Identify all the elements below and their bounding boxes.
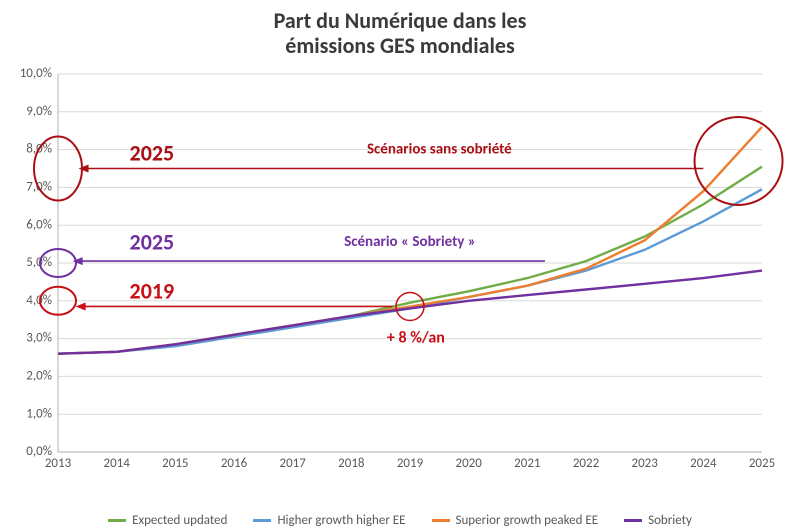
legend-swatch xyxy=(624,519,642,522)
x-tick-label: 2019 xyxy=(397,456,424,471)
x-tick-label: 2024 xyxy=(690,456,717,471)
annotation-label: Scénario « Sobriety » xyxy=(344,233,476,251)
series-higher xyxy=(58,189,762,353)
x-tick-label: 2020 xyxy=(455,456,482,471)
series-expected xyxy=(58,167,762,354)
legend-label: Superior growth peaked EE xyxy=(456,513,599,528)
annotation-label: Scénarios sans sobriété xyxy=(367,140,512,158)
y-tick-label: 2,0% xyxy=(26,369,52,384)
annotation-label: 2025 xyxy=(130,140,175,167)
x-tick-label: 2018 xyxy=(338,456,365,471)
legend-item-higher: Higher growth higher EE xyxy=(253,513,405,528)
legend-swatch xyxy=(432,519,450,522)
series-sobriety xyxy=(58,271,762,354)
legend-swatch xyxy=(253,519,271,522)
y-tick-label: 10,0% xyxy=(20,66,52,81)
legend-item-expected: Expected updated xyxy=(108,513,227,528)
x-tick-label: 2025 xyxy=(749,456,775,471)
legend-label: Expected updated xyxy=(132,513,227,528)
x-tick-label: 2015 xyxy=(162,456,188,471)
x-tick-label: 2021 xyxy=(514,456,540,471)
x-tick-label: 2017 xyxy=(279,456,306,471)
annotation-label: 2025 xyxy=(130,228,175,255)
y-tick-label: 6,0% xyxy=(26,217,52,232)
x-tick-label: 2014 xyxy=(103,456,130,471)
annotation-label: + 8 %/an xyxy=(387,328,445,347)
legend-label: Sobriety xyxy=(648,513,692,528)
y-tick-label: 9,0% xyxy=(26,104,52,119)
y-tick-label: 1,0% xyxy=(26,406,52,421)
legend: Expected updated Higher growth higher EE S… xyxy=(0,513,800,528)
x-tick-label: 2013 xyxy=(45,456,72,471)
y-tick-label: 3,0% xyxy=(26,331,52,346)
arrow-head-icon xyxy=(79,165,89,173)
annotation-ellipse xyxy=(695,117,783,205)
x-tick-label: 2022 xyxy=(573,456,600,471)
legend-item-superior: Superior growth peaked EE xyxy=(432,513,599,528)
plot-area: 0,0%1,0%2,0%3,0%4,0%5,0%6,0%7,0%8,0%9,0%… xyxy=(58,70,770,480)
x-tick-label: 2023 xyxy=(631,456,658,471)
legend-label: Higher growth higher EE xyxy=(277,513,405,528)
x-tick-label: 2016 xyxy=(221,456,248,471)
legend-swatch xyxy=(108,519,126,522)
legend-item-sobriety: Sobriety xyxy=(624,513,692,528)
arrow-head-icon xyxy=(76,302,86,310)
chart-title: Part du Numérique dans les émissions GES… xyxy=(0,8,800,59)
